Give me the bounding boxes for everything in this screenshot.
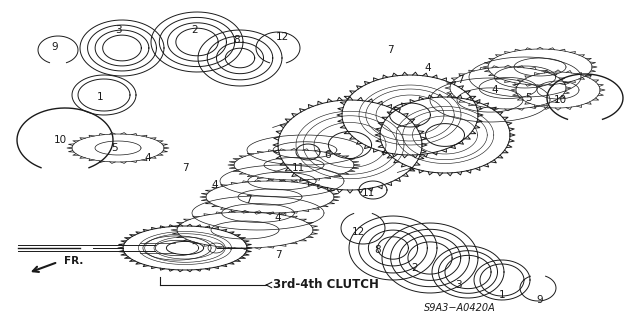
Text: 6: 6 (324, 150, 332, 160)
Text: 12: 12 (351, 227, 365, 237)
Text: 10: 10 (554, 95, 566, 105)
Text: S9A3−A0420A: S9A3−A0420A (424, 303, 496, 313)
Text: 4: 4 (212, 180, 218, 190)
Text: 7: 7 (182, 163, 188, 173)
Text: 3: 3 (115, 25, 122, 35)
Text: 5: 5 (525, 93, 531, 103)
Text: 4: 4 (275, 213, 282, 223)
Text: 9: 9 (537, 295, 543, 305)
Text: 2: 2 (412, 263, 419, 273)
Text: 10: 10 (53, 135, 67, 145)
Text: 12: 12 (275, 32, 289, 42)
Text: 7: 7 (244, 195, 252, 205)
Text: 1: 1 (97, 92, 103, 102)
Text: 11: 11 (362, 188, 374, 198)
Text: 7: 7 (387, 45, 394, 55)
Text: 7: 7 (457, 75, 463, 85)
Text: 9: 9 (52, 42, 58, 52)
Text: 11: 11 (291, 163, 305, 173)
Text: 8: 8 (374, 245, 381, 255)
Text: 4: 4 (145, 153, 151, 163)
Text: 4: 4 (492, 85, 499, 95)
Text: FR.: FR. (64, 256, 83, 266)
Text: 4: 4 (425, 63, 431, 73)
Text: 7: 7 (275, 250, 282, 260)
Text: 3rd-4th CLUTCH: 3rd-4th CLUTCH (273, 278, 379, 292)
Text: 5: 5 (112, 143, 118, 153)
Text: 1: 1 (499, 290, 506, 300)
Text: 8: 8 (234, 35, 240, 45)
Text: 2: 2 (192, 25, 198, 35)
Text: 3: 3 (454, 280, 461, 290)
